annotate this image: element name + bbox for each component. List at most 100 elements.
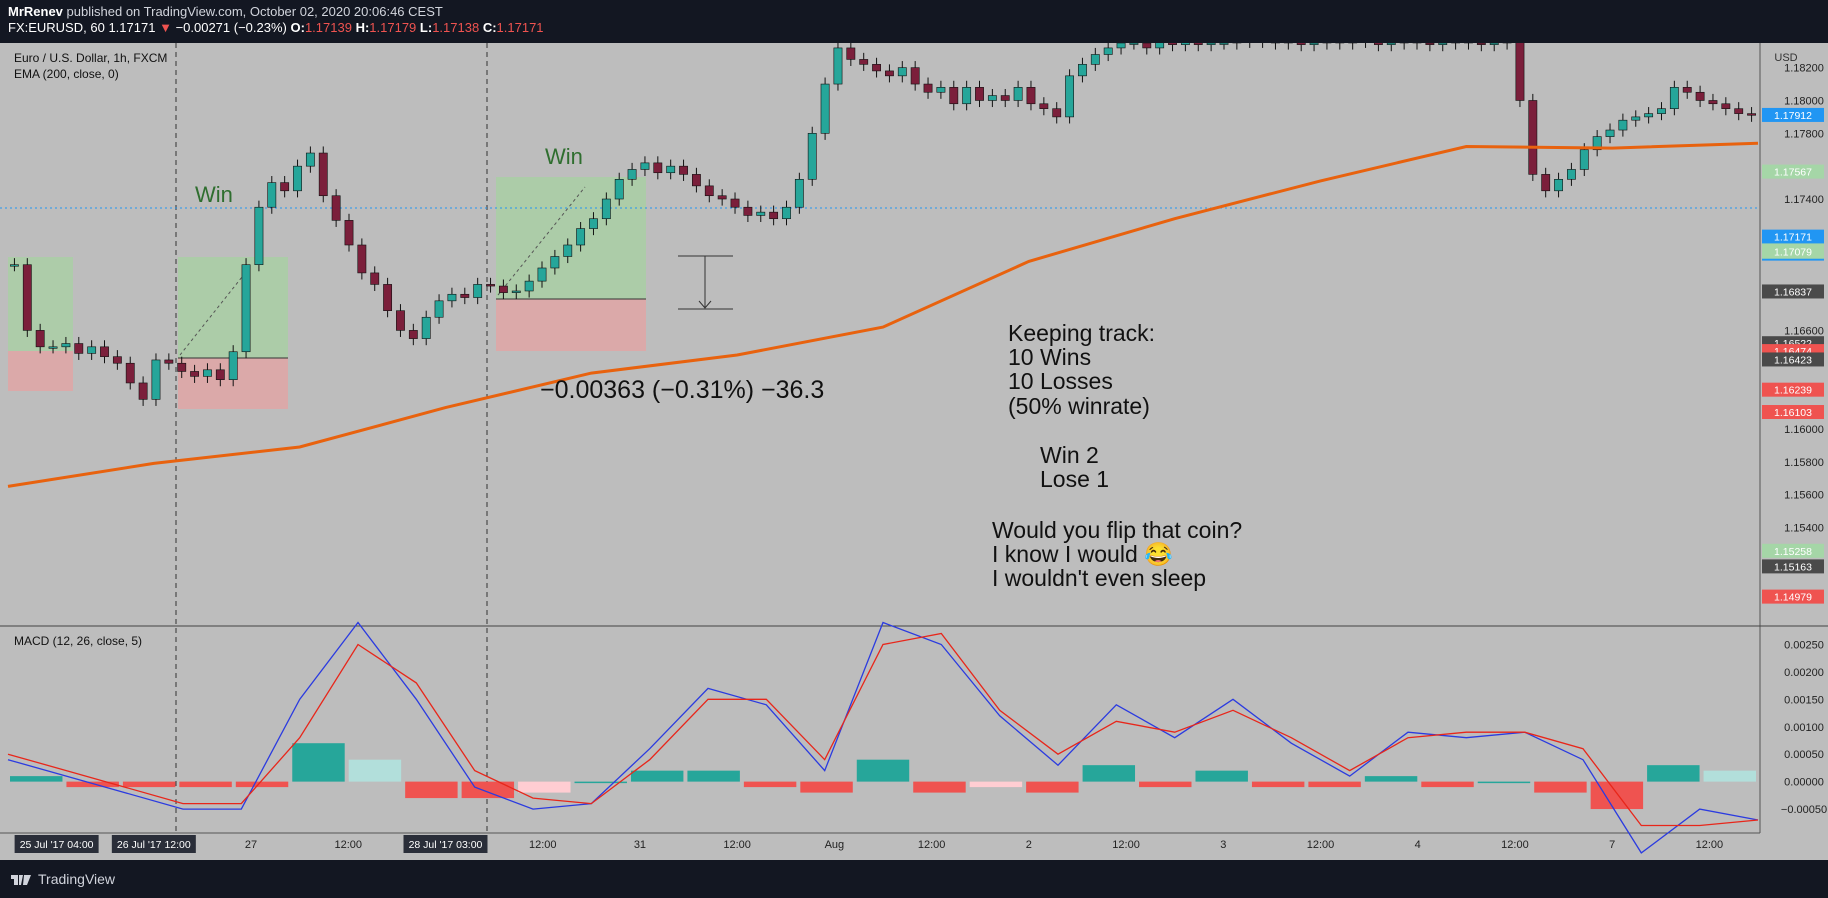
price-tick-label: 1.16600 [1784, 325, 1824, 337]
price-tag [1762, 405, 1824, 420]
candle-body [1155, 43, 1165, 49]
note-line: 10 Wins [1008, 344, 1091, 370]
signal-line[interactable] [7, 632, 1759, 827]
price-scale[interactable] [1760, 43, 1828, 860]
candle-body [1103, 47, 1113, 55]
macd-histogram-bar [1251, 781, 1305, 788]
high-value: 1.17179 [369, 20, 417, 35]
candle-body [692, 174, 701, 187]
candle-body [640, 162, 650, 170]
candle-body [305, 152, 315, 167]
candle-body [576, 228, 586, 246]
candles [10, 43, 1756, 406]
time-tick-label: 12:00 [1501, 839, 1529, 851]
price-tag-label: 1.15258 [1774, 546, 1812, 558]
trade-path [179, 276, 243, 356]
candle-body [100, 346, 109, 357]
price-tag-label: 1.17079 [1774, 247, 1812, 259]
candle-body [164, 359, 174, 364]
candle-body [1592, 136, 1602, 151]
ema-line[interactable] [7, 141, 1759, 488]
price-tag [1762, 284, 1824, 299]
time-tick-label: 12:00 [1307, 839, 1335, 851]
candle-body [910, 67, 920, 85]
candle-body [434, 300, 444, 318]
candle-body [1013, 87, 1023, 101]
price-tag [1762, 589, 1824, 604]
macd-tick-label: 0.00000 [1784, 777, 1824, 789]
time-tick-label: 12:00 [723, 839, 751, 851]
price-tick-label: 1.18200 [1784, 63, 1824, 75]
time-label-box [14, 835, 99, 853]
candle-body [1644, 113, 1654, 118]
trade-path [497, 186, 586, 296]
candle-body [177, 362, 187, 372]
time-scale[interactable] [0, 833, 1828, 860]
time-tick-label: Aug [825, 839, 845, 851]
price-tags: 1.179121.175671.1717153:171.170871.17079… [1762, 107, 1824, 604]
note-block[interactable]: Keeping track: 10 Wins 10 Losses (50% wi… [992, 320, 1242, 591]
candle-body [923, 83, 933, 93]
candle-body [1052, 108, 1062, 118]
candle-body [730, 198, 740, 208]
macd-tick-label: 0.00150 [1784, 694, 1824, 706]
position-loss-zone[interactable] [496, 299, 646, 351]
candle-body [125, 362, 135, 384]
macd-histogram-bar [292, 743, 345, 782]
candle-body [1734, 108, 1744, 114]
candle-body [10, 264, 19, 267]
measure-readout: −0.00363 (−0.31%) −36.3 [540, 376, 824, 404]
position-loss-zone[interactable] [8, 351, 73, 391]
symbol[interactable]: FX:EURUSD, 60 [8, 20, 105, 35]
win-label[interactable]: Win [545, 144, 583, 169]
macd-histogram-bar [348, 759, 402, 782]
macd-tick-label: 0.00200 [1784, 667, 1824, 679]
time-tick-label: 7 [1609, 839, 1615, 851]
candle-body [1000, 95, 1010, 101]
macd-histogram-bar [1703, 770, 1756, 782]
macd-histogram-bar [1308, 781, 1361, 788]
macd-histogram-bar [235, 781, 289, 788]
candle-body [48, 346, 58, 349]
tradingview-logo[interactable]: TradingView [10, 871, 115, 887]
candle-body [280, 182, 290, 192]
candle-body [1296, 43, 1306, 45]
candle-body [1489, 43, 1499, 45]
macd-histogram-bar [856, 759, 910, 782]
time-tick-label: 28 Jul '17 03:00 [409, 839, 483, 851]
candle-body [872, 64, 881, 72]
candle-body [35, 330, 45, 348]
candle-body [331, 195, 341, 221]
price-tick-label: 1.17800 [1784, 128, 1824, 140]
macd-histogram-bar [1590, 781, 1644, 810]
macd-histogram-bar [1647, 765, 1700, 782]
brand-name: TradingView [38, 871, 116, 887]
indicator-label[interactable]: EMA (200, close, 0) [14, 67, 119, 81]
candle-body [1528, 100, 1538, 175]
macd-histogram-bar [630, 770, 684, 782]
macd-tick-label: −0.00050 [1781, 804, 1827, 816]
candle-body [151, 359, 161, 400]
candle-body [1476, 43, 1486, 45]
time-label-box [111, 835, 196, 853]
win-label[interactable]: Win [195, 182, 233, 207]
macd-histogram-bar [405, 781, 458, 799]
candle-body [447, 293, 457, 302]
candle-body [1708, 100, 1718, 105]
macd-histogram-bar [743, 781, 797, 788]
candle-body [769, 211, 779, 220]
macd-histogram-bar [1082, 765, 1136, 782]
position-profit-zone[interactable] [178, 257, 288, 358]
chart-area[interactable]: 1.18200 1.18000 1.17800 1.17400 1.16600 1.160… [0, 43, 1828, 860]
note-line: I know I would 😂 [992, 541, 1173, 567]
macd-tick-label: 0.00100 [1784, 722, 1824, 734]
macd-line[interactable] [7, 621, 1759, 854]
publisher-name[interactable]: MrRenev [8, 4, 63, 19]
price-tick-label: 1.18000 [1784, 95, 1824, 107]
candle-body [408, 330, 418, 339]
note-line: 10 Losses [1008, 368, 1113, 394]
price-tick-label: 1.15800 [1784, 457, 1824, 469]
candle-body [589, 218, 598, 229]
candle-body [936, 87, 946, 93]
macd-title[interactable]: MACD (12, 26, close, 5) [14, 634, 142, 648]
